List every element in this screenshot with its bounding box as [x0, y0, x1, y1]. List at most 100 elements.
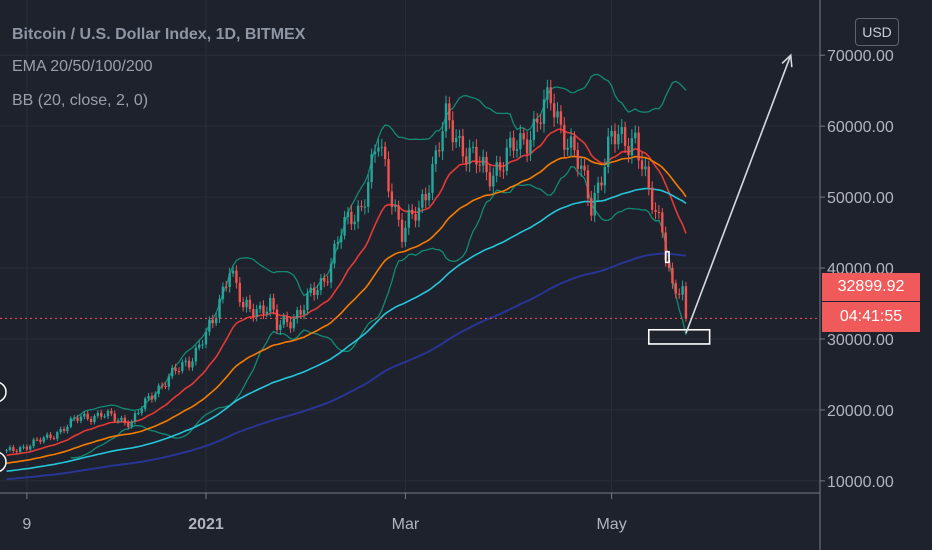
- candle-body: [360, 205, 363, 208]
- circle-drawing: [0, 452, 7, 472]
- candle-body: [106, 410, 110, 417]
- candle-body: [66, 426, 69, 432]
- candle-body: [299, 310, 302, 315]
- candle-body: [367, 182, 370, 207]
- ema-lines: [6, 128, 687, 481]
- currency-button[interactable]: USD: [855, 18, 899, 46]
- candle-body: [269, 297, 272, 312]
- candle-body: [8, 447, 12, 451]
- candle-body: [35, 439, 39, 441]
- candle-body: [285, 316, 289, 323]
- candle-body: [238, 282, 241, 303]
- candle-body: [380, 146, 383, 148]
- candle-body: [143, 398, 147, 409]
- candle-body: [532, 118, 536, 140]
- candle-body: [515, 149, 519, 151]
- candle-body: [637, 132, 640, 161]
- candle-body: [434, 150, 438, 165]
- candle-body: [576, 150, 579, 169]
- candle-body: [421, 194, 424, 208]
- candle-body: [627, 145, 630, 156]
- candle-body: [525, 139, 529, 154]
- candle-body: [573, 136, 576, 151]
- candle-body: [231, 270, 235, 274]
- candle-body: [208, 319, 211, 332]
- candle-body: [100, 412, 103, 417]
- ema-line-200: [6, 252, 687, 481]
- candle-body: [116, 420, 120, 422]
- candle-body: [630, 138, 634, 156]
- ema-legend[interactable]: EMA 20/50/100/200: [12, 58, 153, 75]
- candle-body: [465, 156, 468, 164]
- candle-body: [424, 194, 427, 201]
- candle-body: [650, 187, 654, 210]
- price-tick-label: 20000.00: [827, 403, 894, 420]
- candle-body: [181, 362, 184, 372]
- candle-body: [481, 156, 485, 166]
- candle-body: [12, 447, 15, 451]
- candle-body: [610, 131, 613, 137]
- candle-body: [488, 172, 492, 187]
- candle-body: [546, 87, 549, 100]
- candle-body: [245, 299, 248, 308]
- candle-body: [160, 385, 164, 387]
- box-drawing: [647, 328, 711, 345]
- candle-body: [32, 439, 35, 447]
- arrow-head: [781, 53, 793, 68]
- candle-body: [340, 235, 343, 243]
- candle-body: [404, 227, 407, 242]
- candle-body: [390, 191, 394, 208]
- drawings[interactable]: [0, 53, 820, 472]
- bb-legend[interactable]: BB (20, close, 2, 0): [12, 92, 149, 109]
- candle-body: [387, 159, 390, 192]
- candle-body: [333, 243, 336, 264]
- candle-body: [198, 344, 201, 348]
- candle-body: [529, 139, 532, 154]
- candle-body: [42, 437, 45, 442]
- candle-body: [505, 147, 509, 171]
- candle-body: [96, 412, 100, 416]
- candle-body: [262, 305, 265, 314]
- price-tick-label: 50000.00: [827, 190, 894, 207]
- candle-body: [485, 156, 488, 173]
- time-tick-label: Mar: [392, 516, 420, 533]
- candle-body: [282, 316, 285, 325]
- candle-body: [674, 283, 678, 294]
- candle-body: [563, 124, 566, 150]
- last-price-badge: 32899.92: [822, 273, 920, 301]
- candle-body: [468, 147, 471, 164]
- candle-body: [76, 417, 79, 421]
- candle-body: [522, 133, 525, 140]
- candle-body: [79, 416, 83, 421]
- candle-body: [478, 164, 481, 166]
- price-tick-label: 10000.00: [827, 474, 894, 491]
- bollinger-bands: [70, 73, 687, 459]
- candle-body: [590, 198, 593, 216]
- time-tick-label: 2021: [188, 516, 224, 533]
- candle-body: [350, 211, 353, 225]
- candles: [5, 79, 688, 454]
- candle-body: [448, 103, 451, 121]
- time-tick-label: 9: [22, 516, 31, 533]
- candle-body: [56, 432, 59, 439]
- candle-body: [306, 292, 309, 310]
- candle-body: [363, 206, 367, 208]
- candle-body: [150, 395, 154, 400]
- candle-body: [103, 416, 106, 418]
- candle-body: [171, 367, 174, 377]
- candle-body: [370, 154, 373, 183]
- time-axis-bg: [0, 493, 820, 550]
- candle-body: [289, 322, 292, 329]
- candle-body: [147, 395, 150, 399]
- candle-body: [583, 165, 586, 171]
- time-tick-label: May: [596, 516, 626, 533]
- candle-body: [542, 99, 546, 124]
- candle-body: [292, 318, 296, 329]
- candle-body: [444, 103, 448, 132]
- candle-body: [667, 260, 671, 268]
- candle-body: [130, 421, 133, 427]
- candle-body: [214, 317, 218, 324]
- candle-body: [596, 182, 600, 193]
- candle-body: [539, 122, 542, 124]
